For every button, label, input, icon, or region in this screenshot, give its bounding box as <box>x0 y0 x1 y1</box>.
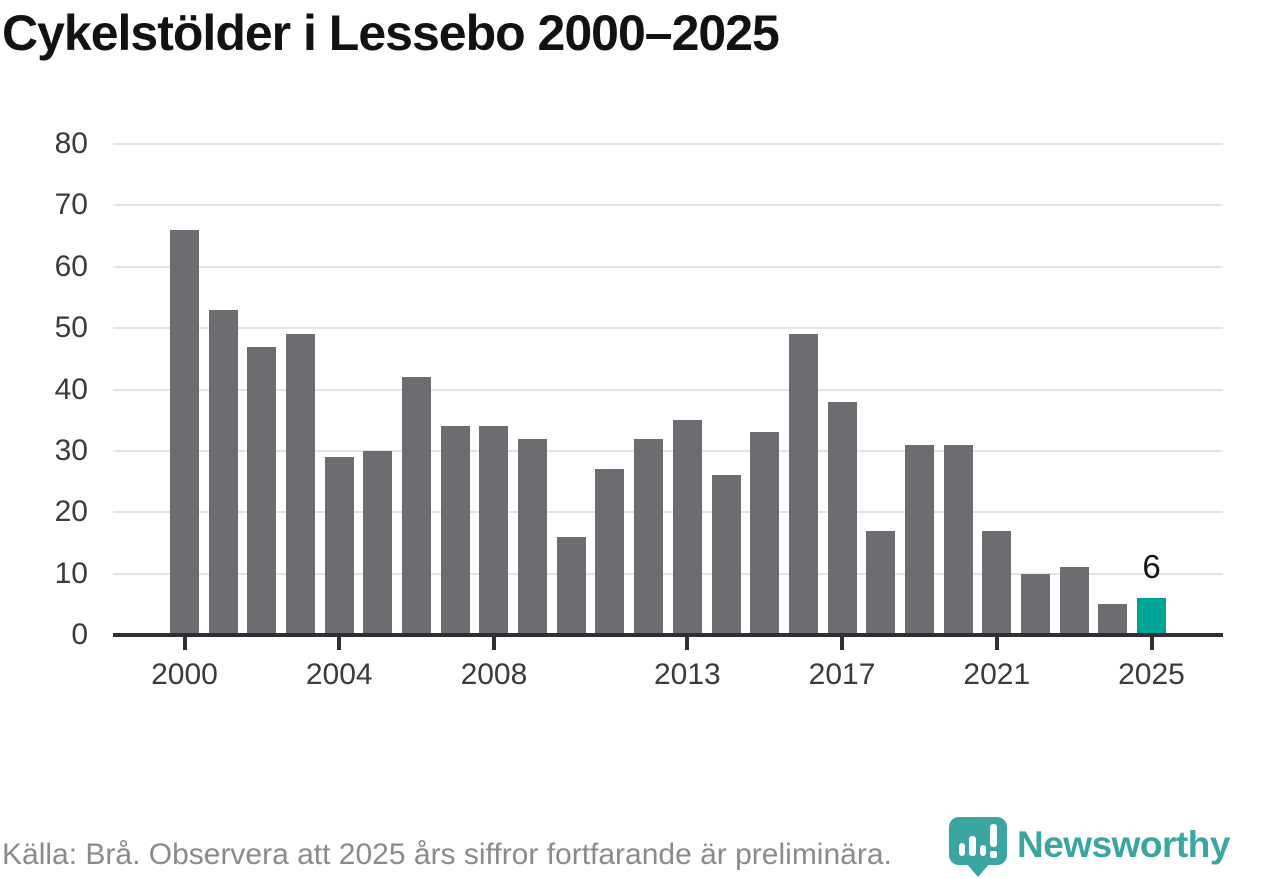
gridline-20 <box>113 511 1223 514</box>
x-tick-label-2013: 2013 <box>653 658 721 691</box>
x-tick-label-2025: 2025 <box>1118 658 1185 691</box>
x-tick-label-2000: 2000 <box>151 658 218 691</box>
y-tick-label-60: 60 <box>54 249 88 283</box>
x-tick-2013 <box>685 637 690 650</box>
gridline-80 <box>113 143 1223 145</box>
newsworthy-pin-icon <box>949 817 1007 877</box>
x-tick-2021 <box>994 637 999 650</box>
bar-2019 <box>904 444 934 635</box>
bar-2018 <box>866 530 896 635</box>
chart-title: Cykelstölder i Lessebo 2000–2025 <box>2 5 780 61</box>
x-tick-2004 <box>337 637 342 650</box>
bar-2001 <box>208 309 238 635</box>
y-tick-label-30: 30 <box>54 433 88 467</box>
bar-2009 <box>518 438 548 635</box>
bar-2004 <box>324 457 354 635</box>
bar-2022 <box>1020 573 1050 635</box>
y-tick-label-50: 50 <box>54 311 88 345</box>
bar-2020 <box>943 444 973 635</box>
bar-2010 <box>556 536 586 635</box>
newsworthy-wordmark: Newsworthy <box>1017 824 1230 865</box>
gridline-50 <box>113 327 1223 330</box>
gridline-70 <box>113 204 1223 207</box>
gridline-60 <box>113 265 1223 268</box>
bar-2012 <box>634 438 664 635</box>
pin-chart-bar-icon <box>990 824 997 847</box>
bar-2005 <box>363 450 393 635</box>
bar-2015 <box>750 432 780 635</box>
bar-2014 <box>711 475 741 635</box>
y-tick-label-40: 40 <box>54 372 88 406</box>
bar-2011 <box>595 469 625 635</box>
bar-2006 <box>402 377 432 635</box>
bar-2024 <box>1098 604 1128 635</box>
gridline-30 <box>113 449 1223 452</box>
y-tick-label-0: 0 <box>71 618 88 651</box>
bar-2021 <box>982 530 1012 635</box>
bar-2002 <box>247 346 277 635</box>
bar-value-label-2025: 6 <box>1142 548 1161 586</box>
bar-2007 <box>440 426 470 635</box>
pin-chart-bar-icon <box>969 836 976 856</box>
bar-2003 <box>286 334 316 635</box>
pin-chart-bar-icon <box>959 843 965 856</box>
x-tick-label-2004: 2004 <box>305 658 373 691</box>
x-tick-label-2017: 2017 <box>808 658 876 691</box>
source-note: Källa: Brå. Observera att 2025 års siffr… <box>2 838 892 871</box>
bar-2000 <box>170 229 199 635</box>
gridline-40 <box>113 388 1223 391</box>
y-tick-label-70: 70 <box>54 188 88 222</box>
pin-chart-bar-icon <box>980 845 986 856</box>
x-tick-2008 <box>491 637 496 650</box>
bar-2013 <box>672 420 702 635</box>
gridline-10 <box>113 572 1223 575</box>
x-axis-line <box>113 633 1223 637</box>
x-tick-2000 <box>182 637 187 650</box>
bar-2008 <box>479 426 509 635</box>
x-tick-2025 <box>1149 637 1154 650</box>
bar-chart-plot: 0 10 20 30 40 50 60 70 80 2000 2004 2008 2013 2017 202… <box>54 127 1223 691</box>
pin-chart-dot-icon <box>990 851 997 858</box>
x-tick-2017 <box>840 637 845 650</box>
y-tick-label-80: 80 <box>54 127 88 160</box>
bar-2023 <box>1059 567 1089 635</box>
y-tick-label-10: 10 <box>54 556 88 590</box>
x-tick-label-2008: 2008 <box>460 658 528 691</box>
bar-2025 <box>1137 598 1166 635</box>
x-tick-label-2021: 2021 <box>963 658 1031 691</box>
y-tick-label-20: 20 <box>54 495 88 529</box>
bar-2017 <box>827 401 857 635</box>
bar-2016 <box>788 334 818 635</box>
